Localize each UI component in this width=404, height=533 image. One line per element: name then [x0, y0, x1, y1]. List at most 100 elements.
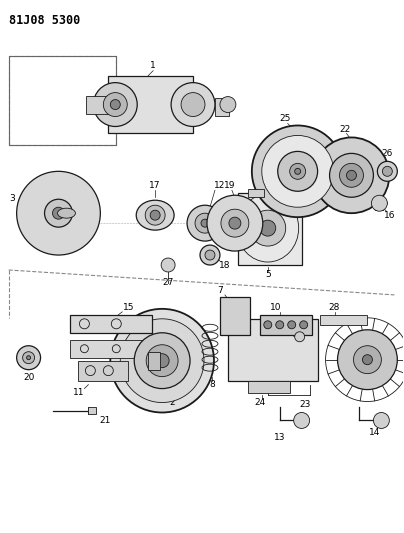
Circle shape: [103, 93, 127, 117]
Bar: [148, 352, 160, 370]
Circle shape: [207, 195, 263, 251]
Text: 17: 17: [149, 181, 161, 190]
Text: 5: 5: [265, 270, 271, 279]
Ellipse shape: [57, 208, 76, 218]
Bar: [70, 340, 152, 358]
Bar: [8, 56, 116, 146]
Circle shape: [294, 413, 309, 429]
Circle shape: [44, 199, 72, 227]
Bar: [248, 381, 290, 393]
Text: 16: 16: [384, 211, 395, 220]
Text: 1: 1: [150, 61, 156, 70]
Circle shape: [201, 219, 209, 227]
Text: 10: 10: [270, 303, 282, 312]
Circle shape: [330, 154, 373, 197]
Bar: [70, 315, 152, 333]
Circle shape: [382, 166, 392, 176]
Circle shape: [181, 93, 205, 117]
Circle shape: [195, 213, 215, 233]
Circle shape: [93, 83, 137, 126]
Circle shape: [373, 413, 389, 429]
Circle shape: [134, 333, 190, 389]
Ellipse shape: [136, 200, 174, 230]
Text: 23: 23: [299, 400, 310, 409]
Text: 28: 28: [329, 303, 340, 312]
Circle shape: [150, 210, 160, 220]
Bar: [238, 193, 302, 265]
Circle shape: [220, 96, 236, 112]
Circle shape: [339, 163, 364, 187]
Text: 27: 27: [162, 278, 174, 287]
Circle shape: [264, 321, 272, 329]
Bar: [108, 76, 193, 133]
Text: 18: 18: [219, 261, 231, 270]
Bar: [248, 189, 264, 197]
Circle shape: [260, 220, 276, 236]
Circle shape: [314, 138, 389, 213]
Bar: [8, 56, 116, 146]
Text: 25: 25: [279, 114, 290, 123]
Text: 7: 7: [217, 286, 223, 295]
Text: 8: 8: [209, 380, 215, 389]
Circle shape: [120, 319, 204, 402]
Text: 4: 4: [381, 366, 387, 375]
Text: 9: 9: [307, 320, 313, 329]
Circle shape: [171, 83, 215, 126]
Text: 2: 2: [169, 398, 175, 407]
Circle shape: [155, 354, 169, 368]
Text: 13: 13: [274, 433, 286, 442]
Bar: [86, 95, 110, 114]
Circle shape: [161, 258, 175, 272]
Bar: [260, 315, 311, 335]
Circle shape: [276, 321, 284, 329]
Text: 24: 24: [254, 398, 265, 407]
Text: 11: 11: [73, 388, 84, 397]
Text: 21: 21: [100, 416, 111, 425]
Circle shape: [17, 171, 100, 255]
Circle shape: [337, 330, 397, 390]
Bar: [228, 319, 318, 381]
Text: 81J08 5300: 81J08 5300: [8, 14, 80, 27]
Circle shape: [252, 125, 343, 217]
Circle shape: [110, 309, 214, 413]
Circle shape: [17, 346, 40, 370]
Circle shape: [110, 100, 120, 110]
Circle shape: [295, 168, 301, 174]
Circle shape: [229, 217, 241, 229]
Circle shape: [288, 321, 296, 329]
Circle shape: [290, 163, 306, 179]
Text: 6: 6: [292, 330, 298, 340]
Text: 26: 26: [382, 149, 393, 158]
Circle shape: [250, 210, 286, 246]
Bar: [220, 297, 250, 335]
Text: 15: 15: [122, 303, 134, 312]
Bar: [215, 98, 229, 116]
Circle shape: [347, 171, 356, 180]
Circle shape: [354, 346, 381, 374]
Circle shape: [187, 205, 223, 241]
Circle shape: [221, 209, 249, 237]
Bar: [78, 361, 128, 381]
Circle shape: [295, 332, 305, 342]
Circle shape: [200, 245, 220, 265]
Text: 19: 19: [224, 181, 236, 190]
Circle shape: [205, 250, 215, 260]
Circle shape: [300, 321, 307, 329]
Circle shape: [362, 354, 372, 365]
Circle shape: [23, 352, 35, 364]
Text: 14: 14: [369, 428, 380, 437]
Circle shape: [145, 205, 165, 225]
Circle shape: [146, 345, 178, 377]
Bar: [277, 189, 292, 197]
Text: 12: 12: [214, 181, 225, 190]
Bar: [88, 407, 97, 415]
Text: 3: 3: [10, 193, 15, 203]
Circle shape: [371, 195, 387, 211]
Bar: [320, 315, 367, 325]
Text: 20: 20: [23, 373, 34, 382]
Circle shape: [27, 356, 31, 360]
Text: 22: 22: [339, 125, 350, 134]
Circle shape: [262, 135, 334, 207]
Circle shape: [53, 207, 65, 219]
Circle shape: [278, 151, 318, 191]
